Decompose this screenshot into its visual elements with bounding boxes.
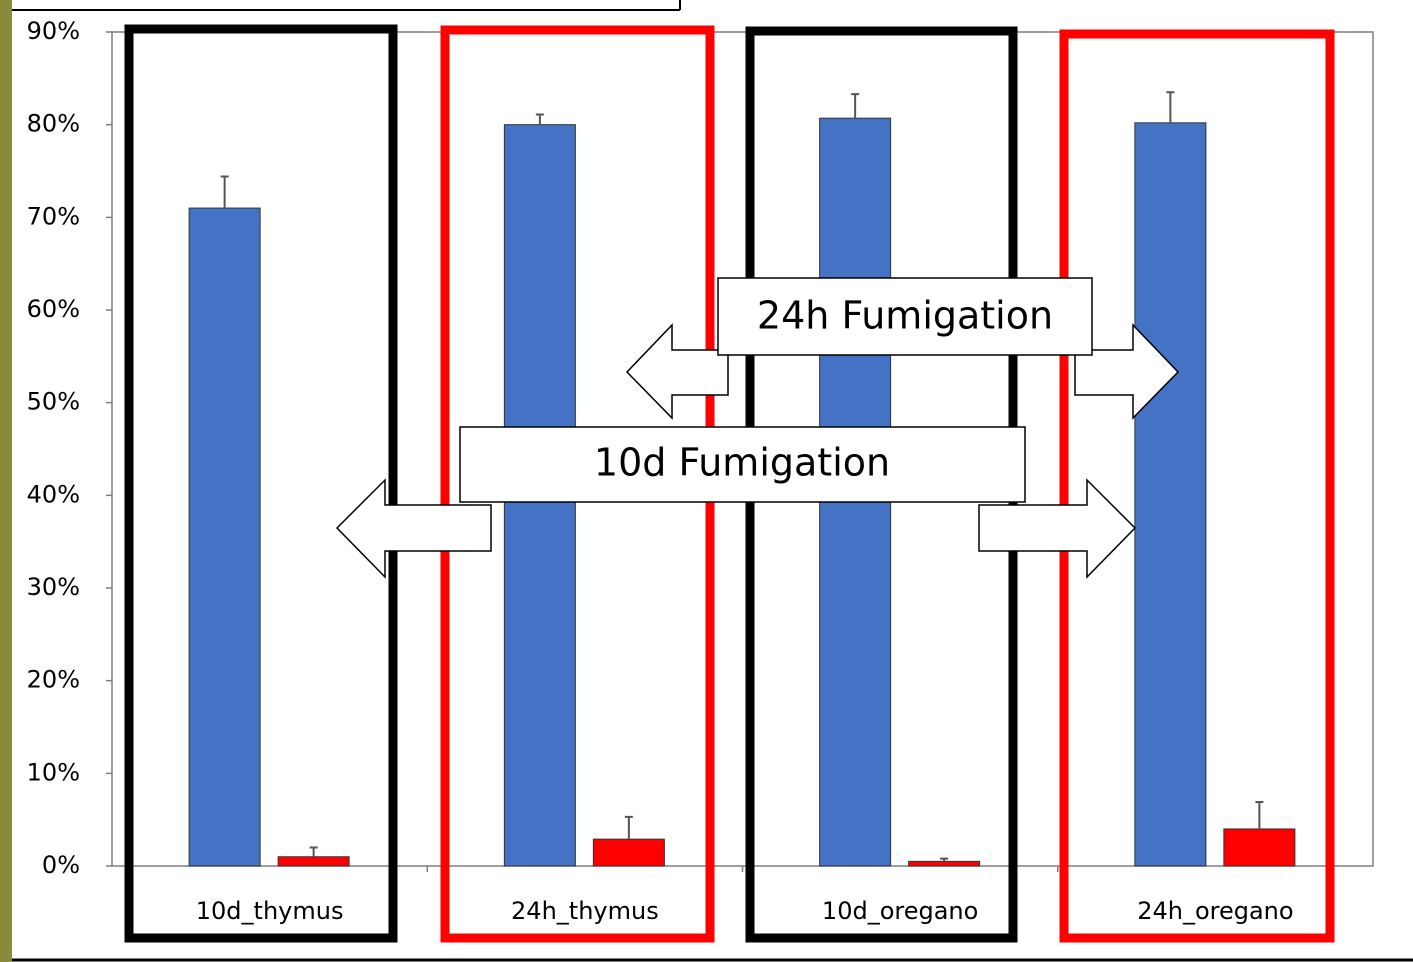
y-tick-label: 80% [27, 110, 80, 138]
bar [277, 856, 350, 867]
arrow [335, 478, 492, 579]
x-tick-label: 10d_oregano [822, 897, 978, 925]
y-tick-label: 20% [27, 666, 80, 694]
bar [908, 860, 981, 867]
group-boxes [124, 24, 1335, 943]
annotation-box [717, 277, 1093, 356]
bar [188, 207, 261, 867]
x-tick-label: 24h_oregano [1137, 897, 1293, 925]
y-tick-label: 50% [27, 388, 80, 416]
arrow [625, 323, 729, 420]
photo-strip [0, 0, 12, 962]
annotation: 10d Fumigation [594, 441, 890, 485]
y-tick-label: 10% [27, 758, 80, 786]
error-bar [535, 113, 544, 125]
error-bar [220, 175, 229, 209]
group-box [1059, 29, 1335, 943]
error-bar [940, 857, 949, 862]
error-bar [1166, 91, 1175, 123]
y-tick-label: 30% [27, 573, 80, 601]
group-box [124, 24, 398, 943]
annotation-box [459, 426, 1026, 503]
y-tick-label: 90% [27, 17, 80, 45]
y-tick-label: 70% [27, 202, 80, 230]
bar [592, 838, 665, 867]
error-bar [1255, 801, 1264, 829]
error-bar [851, 93, 860, 119]
y-tick-label: 60% [27, 295, 80, 323]
arrow [1074, 323, 1180, 420]
arrow [978, 478, 1137, 579]
error-bar [624, 815, 633, 840]
bar [1223, 828, 1296, 867]
y-tick-label: 40% [27, 480, 80, 508]
error-bar [309, 846, 318, 857]
x-tick-label: 10d_thymus [196, 897, 344, 925]
bar [1134, 122, 1207, 867]
x-tick-label: 24h_thymus [511, 897, 659, 925]
y-tick-label: 0% [42, 851, 80, 879]
annotation: 24h Fumigation [757, 294, 1053, 338]
